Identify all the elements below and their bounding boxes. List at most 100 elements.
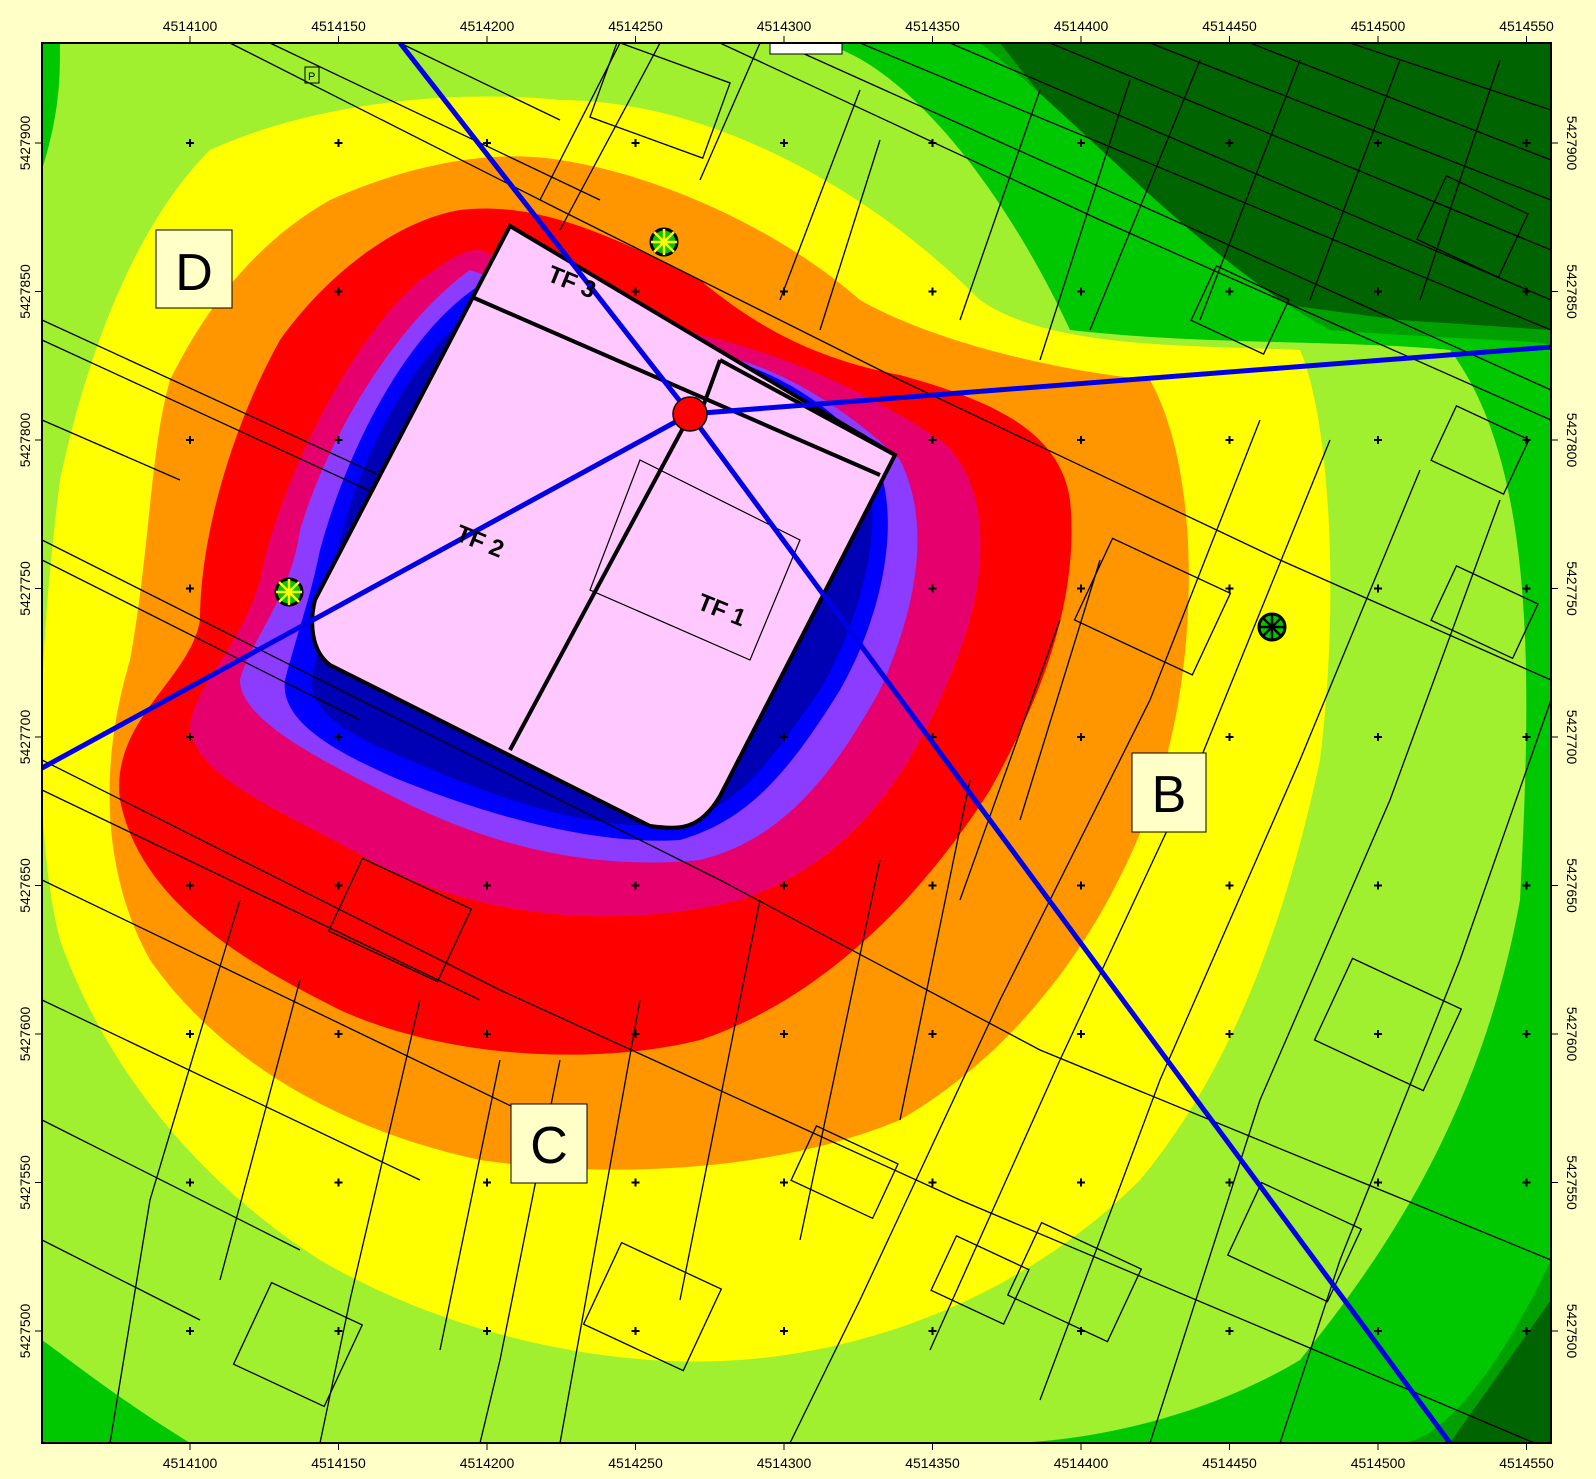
grid-cross [1077, 584, 1085, 593]
svg-text:D: D [175, 244, 213, 302]
y-tick-label-right: 5427800 [1564, 413, 1580, 468]
map-border [41, 42, 1552, 1444]
svg-text:C: C [530, 1117, 568, 1175]
grid-cross [631, 1327, 640, 1335]
building-inner-outline [589, 459, 801, 661]
x-tick-label: 4514100 [163, 1455, 218, 1471]
grid-cross [1522, 1030, 1531, 1038]
grid-cross [1077, 287, 1085, 296]
grid-cross [186, 1327, 194, 1335]
grid-cross [928, 287, 937, 296]
grid-cross [928, 584, 937, 593]
grid-cross [1374, 1178, 1382, 1187]
zone-label-b: B [1131, 752, 1207, 833]
x-tick-label: 4514350 [905, 18, 960, 34]
x-tick-label: 4514200 [460, 18, 515, 34]
grid-cross [631, 1178, 640, 1187]
grid-cross [631, 287, 640, 296]
grid-cross [928, 1327, 937, 1335]
y-tick-label-right: 5427550 [1564, 1155, 1580, 1210]
y-tick-label-left: 5427650 [17, 858, 33, 913]
grid-cross [631, 139, 640, 147]
grid-cross [1077, 1030, 1085, 1038]
contour-level-1-sw [1450, 1300, 1551, 1443]
grid-cross [334, 733, 343, 741]
grid-cross [780, 139, 788, 147]
x-tick-label: 4514550 [1499, 18, 1554, 34]
grid-cross [1077, 1178, 1085, 1187]
grid-cross [1522, 287, 1531, 296]
grid-cross [928, 139, 937, 147]
grid-cross [186, 733, 194, 741]
grid-cross [334, 1327, 343, 1335]
grid-cross [483, 881, 491, 890]
grid-cross [483, 1030, 491, 1038]
grid-cross [780, 881, 788, 890]
beam-tf3 [398, 43, 692, 416]
grid-cross [1522, 436, 1531, 444]
grid-cross [631, 881, 640, 890]
building-sections [471, 295, 896, 751]
site-marker[interactable] [672, 396, 708, 432]
grid-cross [483, 139, 491, 147]
grid-cross [1374, 287, 1382, 296]
grid-cross [1374, 436, 1382, 444]
beam-tf1-b [687, 412, 1453, 1443]
grid-cross [1077, 733, 1085, 741]
map-label-box [769, 43, 843, 55]
x-tick-label: 4514550 [1499, 1455, 1554, 1471]
measurement-point-2[interactable] [274, 577, 304, 607]
grid-cross [186, 881, 194, 890]
y-tick-label-right: 5427700 [1564, 710, 1580, 765]
x-tick-label: 4514400 [1054, 18, 1109, 34]
grid-cross [1225, 881, 1234, 890]
x-tick-label: 4514500 [1351, 1455, 1406, 1471]
y-tick-label-right: 5427500 [1564, 1304, 1580, 1359]
x-tick-label: 4514350 [905, 1455, 960, 1471]
beam-tf1-a [689, 344, 1551, 417]
contour-layer: P TF 3 TF 2 TF 1 D B C [42, 43, 1551, 1443]
grid-cross [780, 1030, 788, 1038]
grid-cross [186, 1030, 194, 1038]
grid-cross [334, 436, 343, 444]
grid-cross [780, 733, 788, 741]
grid-cross [1374, 733, 1382, 741]
grid-cross [1374, 139, 1382, 147]
measurement-point-3[interactable] [1257, 612, 1287, 642]
x-tick-label: 4514300 [757, 1455, 812, 1471]
axis-ticks: 4514100 4514100 4514150 4514150 4514200 45142… [17, 18, 1580, 1471]
grid-cross [1077, 139, 1085, 147]
y-tick-label-left: 5427700 [17, 710, 33, 765]
x-tick-label: 4514100 [163, 18, 218, 34]
y-tick-label-left: 5427900 [17, 116, 33, 171]
grid-cross [186, 584, 194, 593]
grid-cross [1225, 1327, 1234, 1335]
grid-cross [1077, 436, 1085, 444]
y-tick-label-right: 5427750 [1564, 561, 1580, 616]
grid-cross [1374, 1030, 1382, 1038]
grid-cross [186, 139, 194, 147]
zone-label-d: D [155, 229, 233, 309]
grid-cross [1374, 584, 1382, 593]
grid-cross [186, 436, 194, 444]
grid-cross [334, 881, 343, 890]
svg-text:B: B [1152, 766, 1187, 824]
grid-cross [1225, 584, 1234, 593]
y-tick-label-right: 5427850 [1564, 264, 1580, 319]
grid-cross [334, 1030, 343, 1038]
measurement-point-1[interactable] [649, 227, 679, 257]
grid-cross [1225, 139, 1234, 147]
grid-cross [334, 287, 343, 296]
antenna-beams [42, 43, 1551, 1443]
grid-cross [1522, 1178, 1531, 1187]
zone-label-c: C [510, 1103, 588, 1184]
grid-cross [1225, 733, 1234, 741]
grid-cross [780, 1327, 788, 1335]
grid-cross [1225, 1178, 1234, 1187]
grid-cross [1522, 733, 1531, 741]
y-tick-label-left: 5427600 [17, 1007, 33, 1062]
y-tick-label-left: 5427500 [17, 1304, 33, 1359]
grid-cross [1225, 1030, 1234, 1038]
